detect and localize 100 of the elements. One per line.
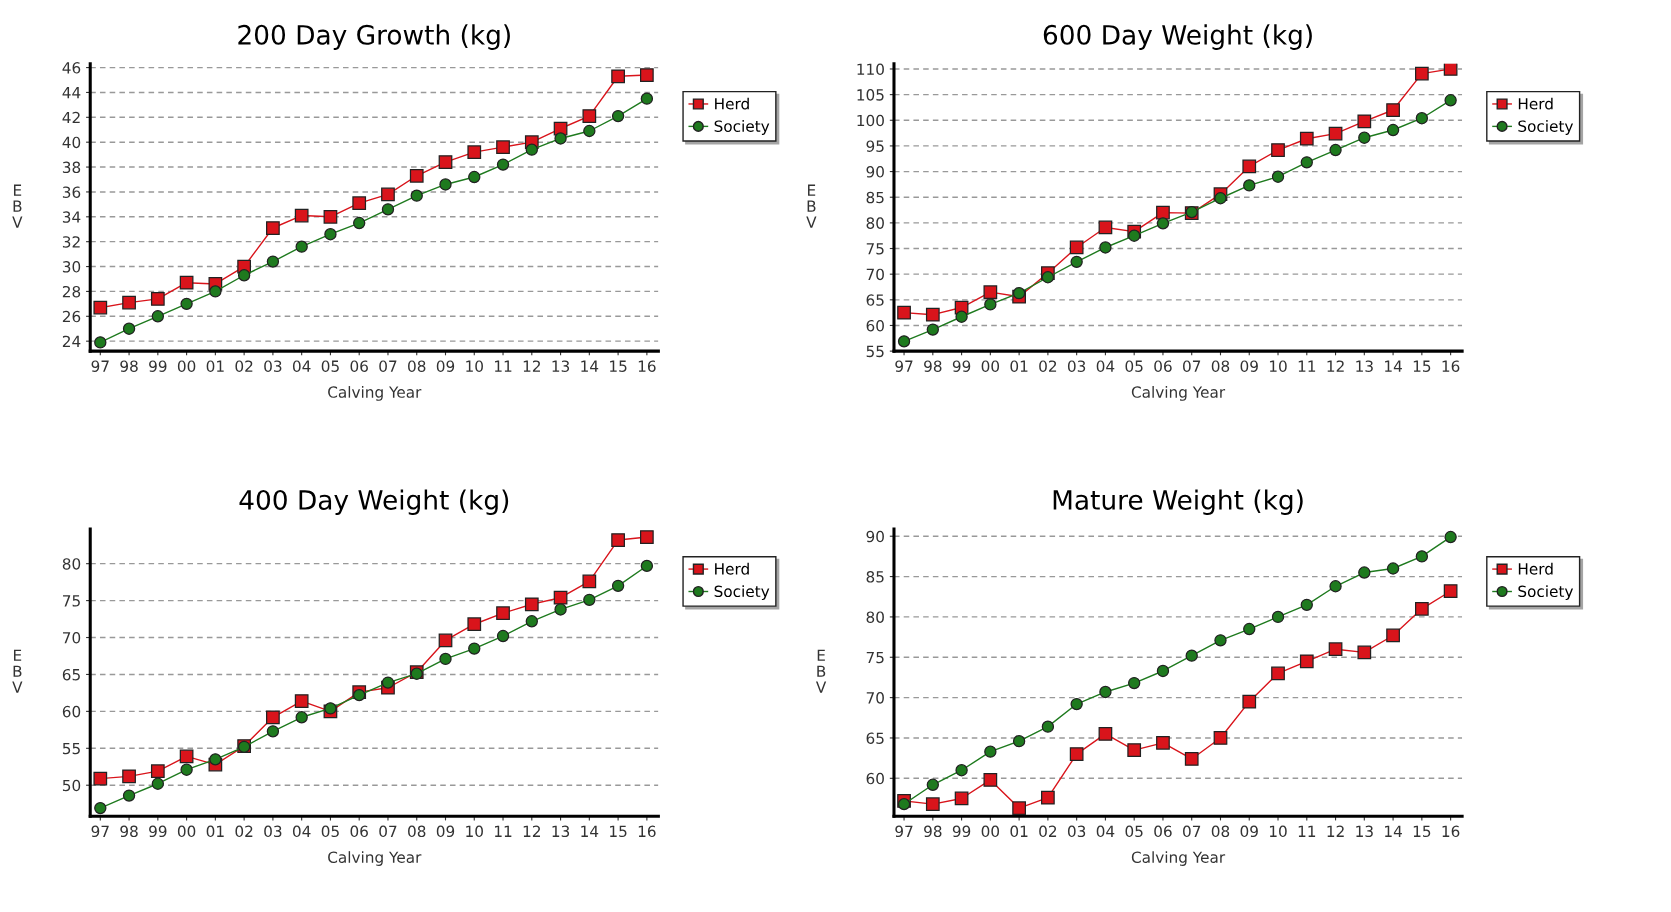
x-tick-label: 14 <box>1385 825 1402 837</box>
x-tick-label: 10 <box>1269 360 1287 372</box>
y-tick-label: 60 <box>866 772 884 785</box>
y-tick-label: 55 <box>866 345 884 358</box>
x-tick-label: 07 <box>379 360 397 372</box>
y-axis-title: EBV <box>12 649 23 693</box>
y-axis-title: EBV <box>815 649 827 693</box>
x-tick-label: 10 <box>466 360 483 372</box>
x-tick-label: 97 <box>895 825 913 838</box>
y-tick-label: 85 <box>866 571 884 583</box>
y-tick-label: 65 <box>62 668 80 681</box>
y-tick-label: 90 <box>866 530 884 543</box>
y-tick-label: 70 <box>866 692 884 704</box>
x-tick-label: 00 <box>177 360 196 372</box>
x-tick-label: 15 <box>1413 360 1431 372</box>
y-tick-label: 24 <box>62 335 81 347</box>
x-tick-label: 12 <box>523 360 540 372</box>
y-tick-label: 75 <box>866 651 884 664</box>
x-tick-label: 09 <box>1240 360 1258 372</box>
x-tick-label: 98 <box>924 360 942 372</box>
x-tick-label: 01 <box>1010 360 1028 372</box>
y-axis-title: EBV <box>12 184 23 228</box>
x-tick-label: 16 <box>638 360 656 372</box>
x-tick-label: 07 <box>379 825 397 838</box>
x-axis-title: Calving Year <box>328 386 422 401</box>
x-tick-label: 06 <box>350 825 368 838</box>
legend-label: Herd <box>1518 562 1553 575</box>
x-tick-label: 02 <box>235 825 253 838</box>
x-tick-label: 09 <box>436 825 455 838</box>
legend-label: Herd <box>715 562 749 575</box>
y-tick-label: 100 <box>857 114 884 127</box>
y-tick-label: 65 <box>866 294 884 306</box>
x-axis-title: Calving Year <box>328 851 422 866</box>
x-tick-label: 04 <box>292 360 311 372</box>
y-tick-label: 65 <box>866 732 884 744</box>
x-tick-label: 06 <box>350 360 368 372</box>
x-tick-label: 01 <box>206 825 224 838</box>
y-tick-label: 32 <box>62 236 80 248</box>
y-tick-label: 75 <box>866 243 884 255</box>
x-tick-label: 07 <box>1183 360 1201 372</box>
x-axis-title: Calving Year <box>1131 386 1226 401</box>
x-tick-label: 06 <box>1154 360 1172 372</box>
x-tick-label: 04 <box>292 825 311 838</box>
x-tick-label: 04 <box>1096 360 1115 372</box>
x-tick-label: 16 <box>638 825 656 838</box>
y-tick-label: 80 <box>62 558 81 570</box>
y-tick-label: 38 <box>62 161 81 174</box>
x-tick-label: 13 <box>1356 360 1373 372</box>
x-tick-label: 08 <box>1211 825 1230 838</box>
legend-label: Herd <box>715 97 749 110</box>
y-tick-label: 80 <box>866 217 884 229</box>
x-tick-label: 14 <box>1385 360 1402 372</box>
x-tick-label: 13 <box>552 360 570 372</box>
legend-label: Society <box>714 585 770 601</box>
x-tick-label: 02 <box>1039 360 1057 372</box>
y-tick-label: 44 <box>62 87 81 99</box>
x-tick-label: 98 <box>924 825 942 838</box>
chart-title: 400 Day Weight (kg) <box>239 489 509 515</box>
x-tick-label: 13 <box>1356 825 1373 838</box>
x-tick-label: 05 <box>1125 360 1143 372</box>
x-tick-label: 06 <box>1154 825 1172 838</box>
legend-label: Society <box>1518 585 1574 601</box>
x-tick-label: 97 <box>895 360 913 372</box>
y-tick-label: 85 <box>866 191 884 204</box>
x-tick-label: 14 <box>581 360 599 372</box>
x-tick-label: 15 <box>610 825 627 838</box>
x-tick-label: 00 <box>177 825 196 838</box>
y-axis-title: EBV <box>806 184 817 228</box>
x-tick-label: 05 <box>321 825 339 838</box>
y-tick-label: 70 <box>866 268 884 281</box>
x-tick-label: 16 <box>1442 825 1460 838</box>
x-tick-label: 11 <box>494 825 512 837</box>
y-tick-label: 80 <box>866 611 884 623</box>
x-tick-label: 11 <box>1298 825 1316 837</box>
y-tick-label: 105 <box>857 89 884 101</box>
y-tick-label: 46 <box>62 62 81 74</box>
x-axis-title: Calving Year <box>1131 851 1226 866</box>
x-tick-label: 00 <box>981 360 1000 372</box>
x-tick-label: 08 <box>408 360 426 372</box>
y-tick-label: 60 <box>62 705 81 718</box>
y-tick-label: 42 <box>62 111 80 124</box>
x-tick-label: 15 <box>610 360 627 372</box>
x-tick-label: 98 <box>120 825 138 838</box>
x-tick-label: 02 <box>1039 825 1057 838</box>
x-tick-label: 01 <box>1010 825 1028 838</box>
chart-title: Mature Weight (kg) <box>1053 489 1303 515</box>
y-tick-label: 36 <box>62 186 81 198</box>
x-tick-label: 11 <box>494 360 512 372</box>
y-tick-label: 55 <box>62 742 80 755</box>
x-tick-label: 08 <box>408 825 426 838</box>
x-tick-label: 10 <box>466 825 483 838</box>
y-tick-label: 95 <box>866 140 884 152</box>
x-tick-label: 12 <box>1327 360 1344 372</box>
x-tick-label: 08 <box>1211 360 1230 372</box>
y-tick-label: 50 <box>62 779 81 792</box>
chart-title: 200 Day Growth (kg) <box>238 24 510 50</box>
x-tick-label: 97 <box>91 825 109 838</box>
y-tick-label: 30 <box>62 261 81 273</box>
y-tick-label: 40 <box>62 136 81 149</box>
x-tick-label: 03 <box>1067 825 1086 838</box>
